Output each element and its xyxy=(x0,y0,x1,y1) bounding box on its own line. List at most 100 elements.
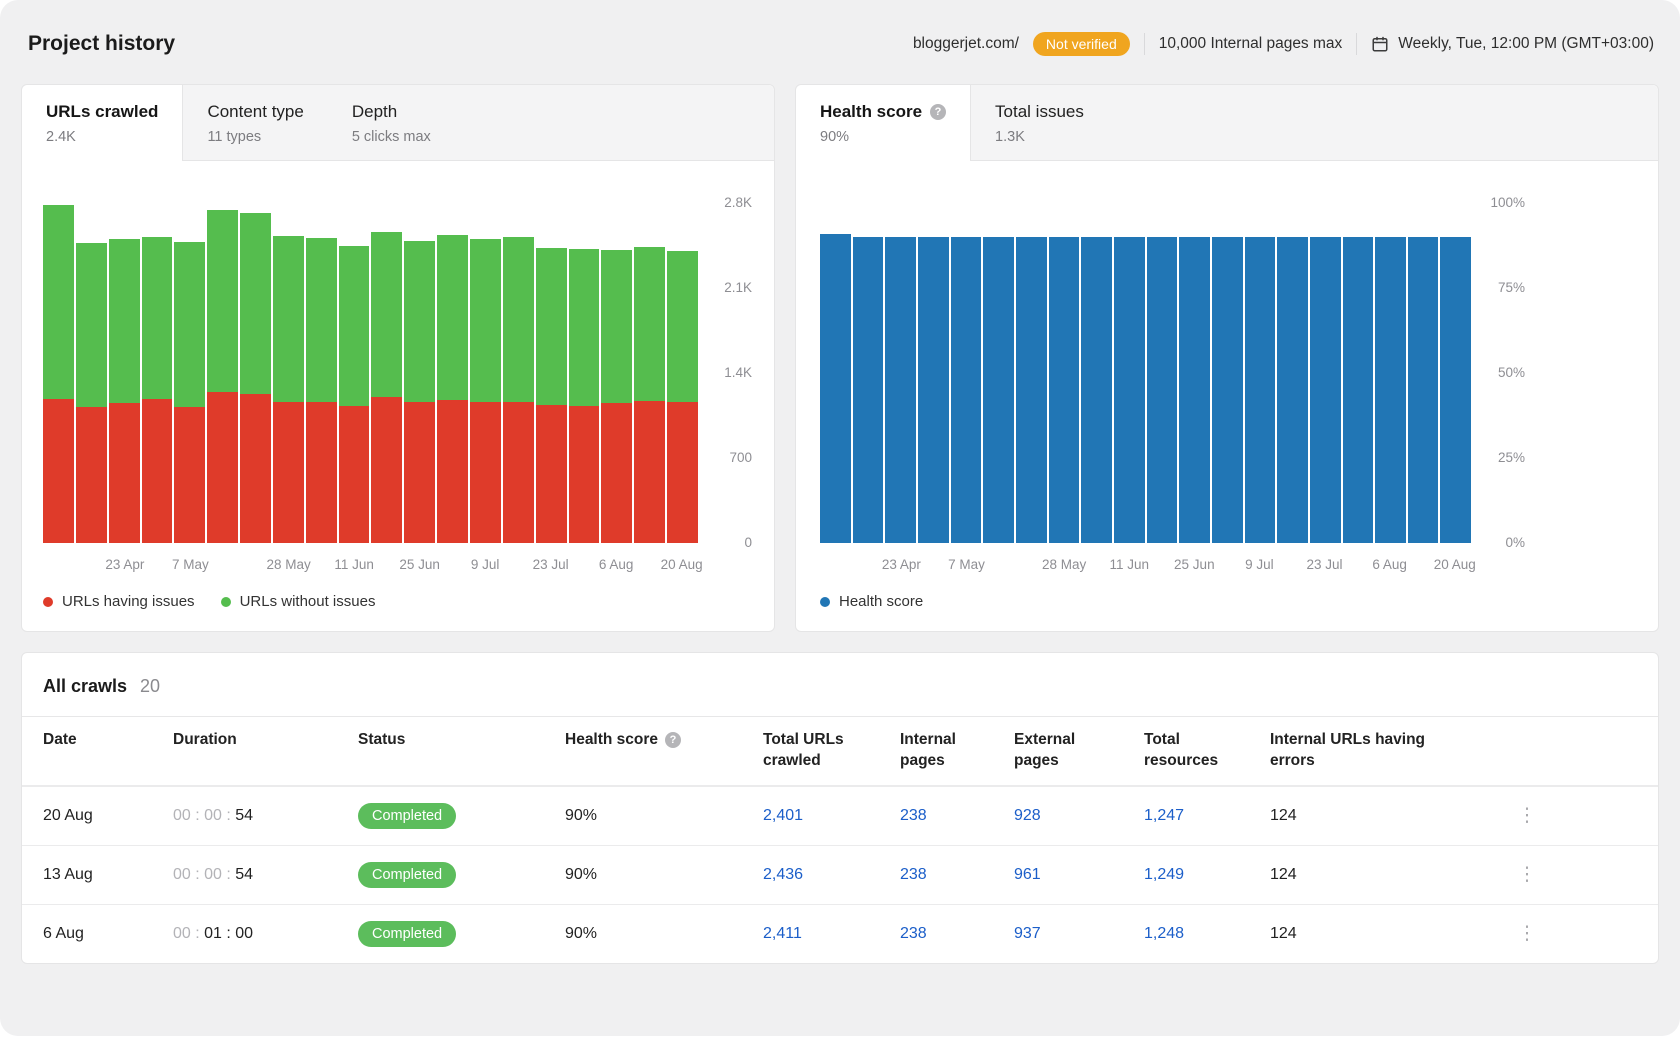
total-resources-link-cell: 1,248 xyxy=(1144,909,1270,959)
bar[interactable] xyxy=(207,203,239,543)
help-icon[interactable]: ? xyxy=(930,104,947,120)
bar[interactable] xyxy=(338,203,370,543)
bar-segment xyxy=(108,403,140,543)
bar-segment xyxy=(1146,237,1178,543)
total-urls-link[interactable]: 2,411 xyxy=(763,924,802,942)
row-menu-icon[interactable]: ⋮ xyxy=(1517,805,1537,827)
bar[interactable] xyxy=(1440,203,1472,543)
row-menu-icon[interactable]: ⋮ xyxy=(1517,864,1537,886)
bar[interactable] xyxy=(983,203,1014,543)
bar-segment xyxy=(1048,237,1080,543)
total-resources-link[interactable]: 1,249 xyxy=(1144,865,1185,883)
bar[interactable] xyxy=(43,203,74,543)
bar[interactable] xyxy=(1048,203,1080,543)
bar[interactable] xyxy=(535,203,567,543)
bar[interactable] xyxy=(502,203,534,543)
bar[interactable] xyxy=(1309,203,1341,543)
internal-pages-link[interactable]: 238 xyxy=(900,865,927,883)
duration-value: 54 xyxy=(235,865,254,883)
bar[interactable] xyxy=(820,203,851,543)
bar[interactable] xyxy=(634,203,666,543)
total-resources-link[interactable]: 1,248 xyxy=(1144,924,1185,942)
x-axis-label: 6 Aug xyxy=(1372,557,1407,572)
tab-depth[interactable]: Depth 5 clicks max xyxy=(328,85,455,160)
bar[interactable] xyxy=(1179,203,1210,543)
internal-pages-link-cell: 238 xyxy=(900,791,1014,841)
help-icon[interactable]: ? xyxy=(665,732,682,749)
bar[interactable] xyxy=(1244,203,1276,543)
bar[interactable] xyxy=(371,203,403,543)
bar[interactable] xyxy=(885,203,916,543)
bar-segment xyxy=(950,237,982,543)
x-axis-label: 23 Apr xyxy=(105,557,145,572)
duration-cell: 00 : 00 : 54 xyxy=(173,791,358,841)
legend-item: Health score xyxy=(820,593,923,610)
tab-urls-crawled[interactable]: URLs crawled 2.4K xyxy=(22,85,184,161)
x-axis-label: 11 Jun xyxy=(334,557,374,572)
bar-segment xyxy=(667,402,698,543)
external-pages-link-cell: 928 xyxy=(1014,791,1144,841)
bar[interactable] xyxy=(305,203,337,543)
bar[interactable] xyxy=(141,203,173,543)
bar-segment xyxy=(174,407,206,543)
all-crawls-card: All crawls 20 Date Duration Status Health s… xyxy=(21,652,1659,964)
bar[interactable] xyxy=(75,203,107,543)
bar[interactable] xyxy=(568,203,600,543)
crawl-schedule[interactable]: Weekly, Tue, 12:00 PM (GMT+03:00) xyxy=(1371,35,1654,53)
bar-segment xyxy=(667,251,698,403)
bar[interactable] xyxy=(1342,203,1374,543)
external-pages-link[interactable]: 937 xyxy=(1014,924,1041,942)
bar-segment xyxy=(502,237,534,403)
bar[interactable] xyxy=(1407,203,1439,543)
bar[interactable] xyxy=(950,203,982,543)
total-resources-link-cell: 1,249 xyxy=(1144,850,1270,900)
bar[interactable] xyxy=(404,203,436,543)
bar[interactable] xyxy=(917,203,949,543)
bar-segment xyxy=(1309,237,1341,543)
total-urls-link[interactable]: 2,401 xyxy=(763,806,804,824)
bar[interactable] xyxy=(852,203,884,543)
column-header: Duration xyxy=(173,731,237,748)
internal-pages-link[interactable]: 238 xyxy=(900,924,927,942)
x-axis-label: 9 Jul xyxy=(1245,557,1274,572)
bar[interactable] xyxy=(1375,203,1406,543)
bar[interactable] xyxy=(601,203,633,543)
external-pages-link[interactable]: 928 xyxy=(1014,806,1041,824)
bar[interactable] xyxy=(469,203,501,543)
bar[interactable] xyxy=(272,203,304,543)
internal-pages-link[interactable]: 238 xyxy=(900,806,927,824)
all-crawls-count: 20 xyxy=(140,676,161,696)
bar[interactable] xyxy=(108,203,140,543)
tab-health-score[interactable]: Health score ? 90% xyxy=(796,85,972,161)
bar[interactable] xyxy=(1113,203,1145,543)
bar[interactable] xyxy=(437,203,468,543)
external-pages-link[interactable]: 961 xyxy=(1014,865,1041,883)
bar-segment xyxy=(43,205,74,399)
bar[interactable] xyxy=(667,203,698,543)
table-header-row: Date Duration Status Health score? Total URL… xyxy=(22,716,1658,786)
bar[interactable] xyxy=(1015,203,1047,543)
bar[interactable] xyxy=(1211,203,1243,543)
bar-segment xyxy=(43,398,74,543)
column-header: Health score? xyxy=(565,717,763,764)
bar[interactable] xyxy=(174,203,206,543)
y-axis-label: 2.1K xyxy=(724,280,752,295)
tab-content-type[interactable]: Content type 11 types xyxy=(183,85,327,160)
duration-cell: 00 : 01 : 00 xyxy=(173,909,358,959)
table-row: 6 Aug 00 : 01 : 00 Completed 90% 2,411 238 937… xyxy=(22,903,1658,963)
bar[interactable] xyxy=(240,203,271,543)
bar[interactable] xyxy=(1277,203,1308,543)
project-domain[interactable]: bloggerjet.com/ xyxy=(912,35,1019,52)
total-resources-link[interactable]: 1,247 xyxy=(1144,806,1185,824)
bar-segment xyxy=(338,245,370,406)
tab-total-issues[interactable]: Total issues 1.3K xyxy=(971,85,1108,160)
x-axis-label: 20 Aug xyxy=(1433,557,1476,572)
bar-segment xyxy=(885,237,916,543)
internal-pages-link-cell: 238 xyxy=(900,909,1014,959)
not-verified-badge[interactable]: Not verified xyxy=(1032,32,1130,56)
bar[interactable] xyxy=(1081,203,1112,543)
total-urls-link[interactable]: 2,436 xyxy=(763,865,804,883)
row-menu-icon[interactable]: ⋮ xyxy=(1517,923,1537,945)
bar[interactable] xyxy=(1146,203,1178,543)
x-axis-label: 23 Jul xyxy=(1306,557,1343,572)
